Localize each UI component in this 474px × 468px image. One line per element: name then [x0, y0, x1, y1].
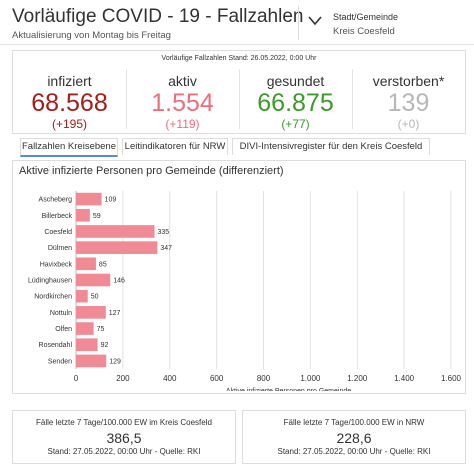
category-label: Billerbeck: [42, 213, 73, 220]
bar: [76, 192, 102, 206]
x-tick-label: 200: [116, 374, 130, 383]
incidence-label: Fälle letzte 7 Tage/100.000 EW in NRW: [283, 418, 425, 427]
category-label: Nordkirchen: [34, 294, 72, 301]
data-label: 59: [93, 213, 101, 220]
tab-fallzahlen-kreisebene[interactable]: Fallzahlen Kreisebene: [20, 138, 118, 157]
data-label: 50: [91, 294, 99, 301]
bar: [76, 338, 98, 352]
category-label: Nottuln: [50, 310, 72, 317]
tab-leitindikatoren-nrw[interactable]: Leitindikatoren für NRW: [122, 138, 228, 155]
bar: [76, 273, 111, 287]
stat-change: (+77): [281, 117, 310, 131]
stat-aktiv: aktiv 1.554 (+119): [126, 67, 239, 131]
data-label: 335: [158, 229, 170, 236]
category-label: Rosendahl: [39, 342, 73, 349]
summary-card: Vorläufige Fallzahlen Stand: 26.05.2022,…: [12, 50, 466, 134]
divider: [239, 69, 240, 129]
bar: [76, 241, 158, 254]
bar-chart: 0 200 400 600 800 1.000 1.200 1.400 1.600 Aschebe…: [28, 191, 462, 391]
incidence-card-kreis: Fälle letzte 7 Tage/100.000 EW im Kreis …: [12, 410, 236, 464]
x-tick-label: 400: [163, 374, 177, 383]
incidence-value: 228,6: [336, 430, 372, 446]
x-tick-label: 1.200: [347, 374, 368, 383]
category-label: Lüdinghausen: [28, 278, 72, 285]
stat-infiziert: infiziert 68.568 (+195): [13, 67, 126, 131]
bar: [76, 289, 88, 303]
stat-value: 66.875: [257, 89, 334, 117]
tab-divi-intensivregister[interactable]: DIVI-Intensivregister für den Kreis Coes…: [232, 138, 430, 155]
incidence-label: Fälle letzte 7 Tage/100.000 EW im Kreis …: [36, 418, 212, 427]
chevron-down-icon: [308, 16, 322, 26]
bar: [76, 354, 107, 368]
category-label: Dülmen: [48, 245, 72, 252]
incidence-stand: Stand: 27.05.2022, 00:00 Uhr - Quelle: R…: [277, 447, 431, 456]
x-tick-label: 800: [257, 374, 271, 383]
app-header: Vorläufige COVID - 19 - Fallzahlen Aktua…: [0, 0, 474, 45]
stat-label: gesundet: [266, 73, 325, 89]
data-label: 146: [113, 278, 125, 285]
municipality-selector[interactable]: Stadt/Gemeinde Kreis Coesfeld: [298, 6, 469, 40]
incidence-stand: Stand: 27.05.2022, 00:00 Uhr - Quelle: R…: [47, 447, 201, 456]
stat-label: aktiv: [168, 73, 197, 89]
incidence-card-nrw: Fälle letzte 7 Tage/100.000 EW in NRW 22…: [242, 410, 466, 464]
data-label: 85: [99, 261, 107, 268]
divider: [352, 69, 353, 129]
incidence-value: 386,5: [106, 430, 142, 446]
stat-change: (+0): [397, 117, 420, 131]
x-tick-label: 1.000: [300, 374, 321, 383]
chart-title: Aktive infizierte Personen pro Gemeinde …: [19, 165, 284, 177]
category-label: Ascheberg: [39, 197, 73, 204]
chart-card: Aktive infizierte Personen pro Gemeinde …: [12, 160, 466, 394]
divider: [126, 69, 127, 129]
bar: [76, 208, 90, 222]
stat-gesundet: gesundet 66.875 (+77): [239, 67, 352, 131]
data-label: 129: [109, 358, 121, 365]
x-tick-label: 600: [210, 374, 224, 383]
bar: [76, 322, 94, 335]
stand-text: Vorläufige Fallzahlen Stand: 26.05.2022,…: [161, 55, 317, 62]
stat-value: 68.568: [31, 89, 108, 117]
data-label: 347: [160, 245, 172, 252]
x-axis-label: Aktive infizierte Personen pro Gemeinde: [226, 388, 351, 391]
data-label: 127: [109, 310, 121, 317]
stat-value: 139: [387, 89, 430, 117]
data-label: 92: [101, 342, 109, 349]
data-label: 75: [97, 326, 105, 333]
category-label: Havixbeck: [40, 261, 73, 268]
bar: [76, 306, 106, 319]
stat-label: infiziert: [47, 73, 92, 89]
category-label: Coesfeld: [44, 229, 72, 236]
page-title: Vorläufige COVID - 19 - Fallzahlen: [12, 6, 304, 27]
stat-label: verstorben*: [372, 73, 445, 89]
stat-change: (+119): [165, 117, 200, 131]
stat-change: (+195): [51, 117, 88, 131]
x-tick-label: 0: [74, 374, 79, 383]
stat-verstorben: verstorben* 139 (+0): [352, 67, 465, 131]
data-label: 109: [105, 197, 117, 204]
selector-label: Stadt/Gemeinde: [333, 12, 399, 22]
selector-value: Kreis Coesfeld: [333, 26, 395, 37]
page-subtitle: Aktualisierung von Montag bis Freitag: [12, 30, 171, 41]
category-label: Olfen: [55, 326, 72, 333]
x-tick-label: 1.400: [394, 374, 415, 383]
x-tick-label: 1.600: [441, 374, 462, 383]
stat-value: 1.554: [151, 89, 214, 117]
bar: [76, 225, 155, 238]
category-label: Senden: [48, 358, 72, 365]
bar: [76, 257, 96, 271]
tab-bar: Fallzahlen Kreisebene Leitindikatoren fü…: [20, 138, 460, 157]
